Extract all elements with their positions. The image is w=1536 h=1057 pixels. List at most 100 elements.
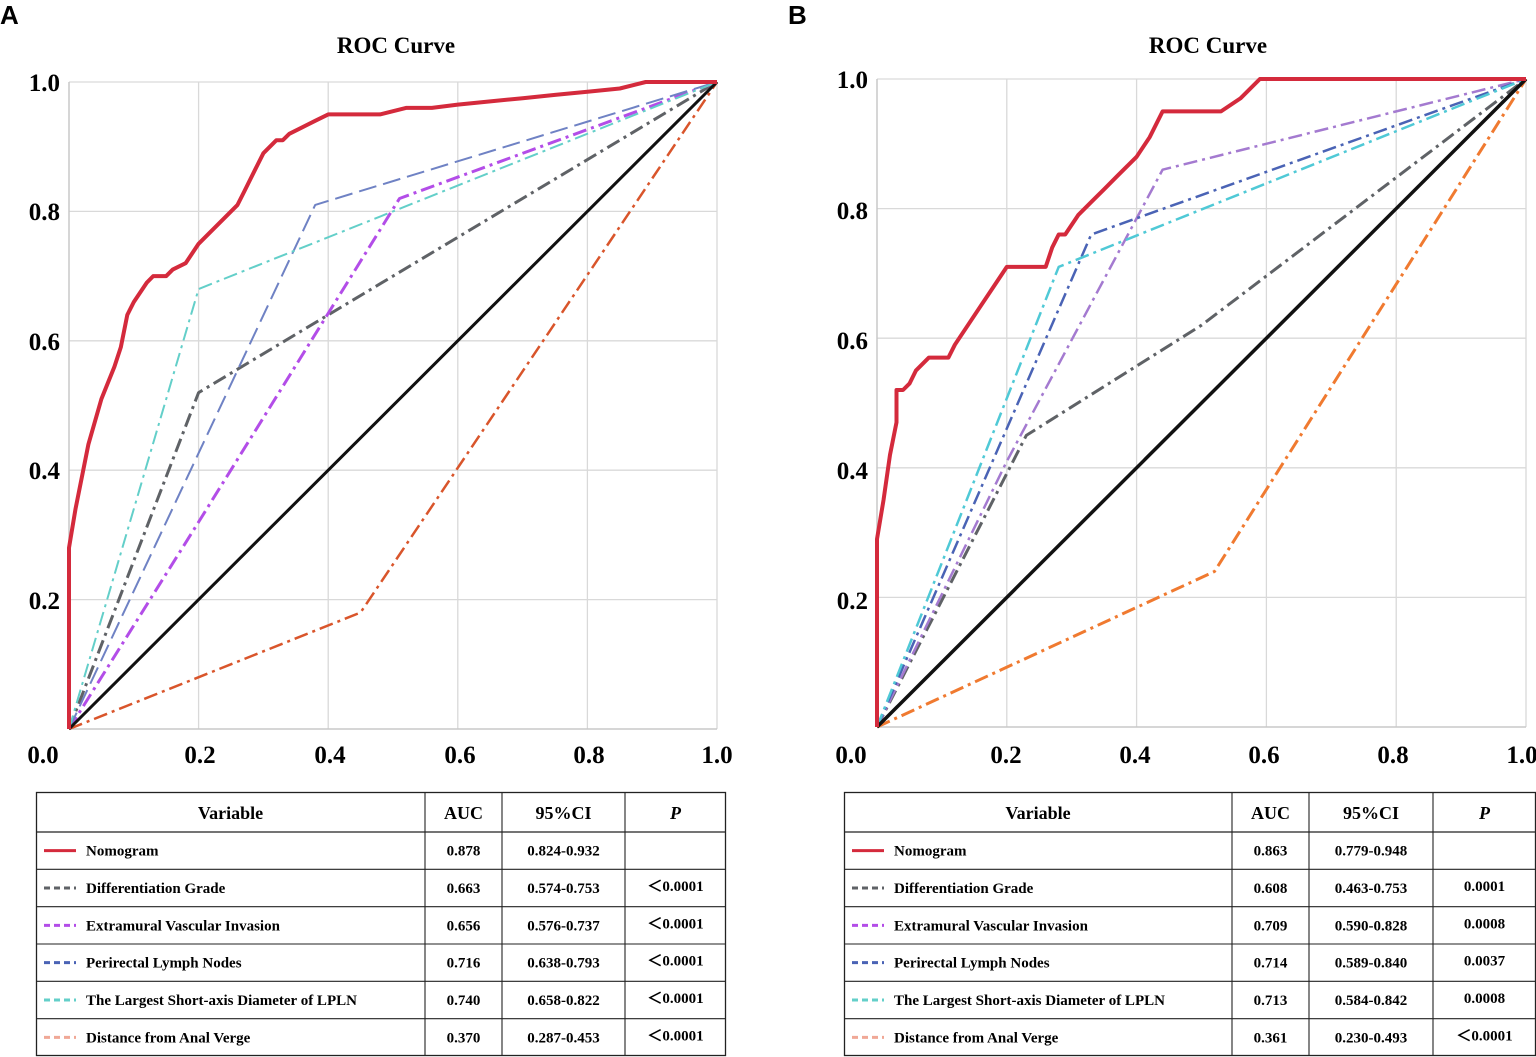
p-value-cell: ＜0.0001: [1456, 1028, 1512, 1044]
variable-cell: Distance from Anal Verge: [86, 1030, 251, 1046]
variable-cell: The Largest Short-axis Diameter of LPLN: [894, 993, 1165, 1009]
roc-line-extramural-vascular-invasion: [67, 80, 718, 730]
table-header: Variable: [1005, 803, 1070, 823]
y-tick-label: 0.8: [837, 198, 868, 225]
auc-cell: 0.361: [1254, 1030, 1288, 1046]
variable-cell: Nomogram: [894, 844, 967, 860]
chart-title: ROC Curve: [337, 33, 455, 58]
auc-cell: 0.740: [447, 993, 481, 1009]
ci-cell: 0.287-0.453: [527, 1030, 600, 1046]
p-value-cell: ＜0.0001: [647, 879, 703, 895]
table-row: Perirectal Lymph Nodes 0.716 0.638-0.793 ＜0…: [44, 954, 704, 972]
table-header: Variable: [198, 803, 263, 823]
ci-cell: 0.590-0.828: [1335, 918, 1408, 934]
p-value-cell: 0.0008: [1464, 916, 1505, 932]
auc-cell: 0.709: [1254, 918, 1288, 934]
auc-cell: 0.663: [447, 881, 481, 897]
x-tick-label: 0.2: [990, 742, 1021, 769]
variable-cell: Perirectal Lymph Nodes: [894, 956, 1050, 972]
ci-cell: 0.824-0.932: [527, 844, 600, 860]
stats-table: Variable AUC 95%CI P Nomogram 0.863 0.779-0.94…: [843, 791, 1536, 1057]
x-tick-label: 1.0: [701, 742, 732, 769]
table-row: Extramural Vascular Invasion 0.709 0.590-0…: [852, 916, 1505, 934]
auc-cell: 0.713: [1254, 993, 1288, 1009]
gridlines: [69, 81, 718, 729]
p-value-cell: ＜0.0001: [647, 991, 703, 1007]
ci-cell: 0.638-0.793: [527, 956, 600, 972]
ci-cell: 0.574-0.753: [527, 881, 600, 897]
variable-cell: The Largest Short-axis Diameter of LPLN: [86, 993, 357, 1009]
y-tick-label: 1.0: [837, 67, 868, 94]
roc-line-the-largest-short-axis-diameter-of-lpln: [68, 81, 718, 730]
auc-cell: 0.716: [447, 956, 481, 972]
roc-line-the-largest-short-axis-diameter-of-lpln: [875, 77, 1527, 728]
y-tick-label: 0.6: [837, 328, 868, 355]
panel-a: A ROC Curve 0.0 0.2 0.4 0.6 0.8 1.0 0.2 0.4 0.6 0.8…: [0, 0, 733, 1057]
table-header: P: [669, 803, 682, 823]
x-tick-label: 0.0: [835, 742, 866, 769]
x-tick-label: 0.8: [573, 742, 604, 769]
ci-cell: 0.230-0.493: [1335, 1030, 1408, 1046]
table-header: P: [1478, 803, 1491, 823]
chart-title: ROC Curve: [1149, 33, 1267, 58]
ci-cell: 0.658-0.822: [527, 993, 600, 1009]
y-tick-label: 0.8: [29, 199, 60, 226]
table-row: Perirectal Lymph Nodes 0.714 0.589-0.840 0.…: [852, 954, 1506, 972]
p-value-cell: 0.0008: [1464, 991, 1505, 1007]
roc-line-perirectal-lymph-nodes: [875, 77, 1527, 728]
table-row: Differentiation Grade 0.608 0.463-0.753 0.0…: [852, 879, 1505, 897]
ci-cell: 0.584-0.842: [1335, 993, 1408, 1009]
table-row: Nomogram 0.863 0.779-0.948: [852, 844, 1407, 860]
roc-line-distance-from-anal-verge: [68, 81, 719, 731]
p-value-cell: ＜0.0001: [647, 954, 703, 970]
roc-line-nomogram: [67, 80, 717, 729]
y-tick-label: 0.4: [29, 458, 61, 485]
ci-cell: 0.779-0.948: [1335, 844, 1408, 860]
x-tick-label: 0.0: [27, 742, 58, 769]
y-tick-label: 0.2: [837, 588, 868, 615]
p-value-cell: 0.0001: [1464, 879, 1505, 895]
y-tick-label: 0.2: [29, 588, 60, 615]
y-tick-label: 0.4: [837, 458, 869, 485]
auc-cell: 0.878: [447, 844, 481, 860]
y-tick-label: 0.6: [29, 329, 60, 356]
p-value-cell: ＜0.0001: [647, 916, 703, 932]
variable-cell: Differentiation Grade: [86, 881, 226, 897]
roc-line-differentiation-grade: [67, 80, 718, 730]
p-value-cell: ＜0.0001: [647, 1028, 703, 1044]
roc-line-nomogram: [875, 77, 1526, 727]
variable-cell: Nomogram: [86, 844, 159, 860]
roc-line-extramural-vascular-invasion: [875, 77, 1527, 728]
x-tick-label: 0.6: [1248, 742, 1279, 769]
table-header: AUC: [444, 803, 483, 823]
roc-line-reference: [67, 80, 719, 731]
table-border: [35, 791, 727, 1057]
table-header: AUC: [1251, 803, 1290, 823]
table-row: Extramural Vascular Invasion 0.656 0.576-0…: [44, 916, 704, 934]
variable-cell: Differentiation Grade: [894, 881, 1034, 897]
roc-line-distance-from-anal-verge: [876, 78, 1528, 729]
x-tick-label: 0.4: [314, 742, 346, 769]
table-row: Distance from Anal Verge 0.370 0.287-0.453…: [44, 1028, 704, 1046]
x-tick-label: 0.2: [184, 742, 215, 769]
table-header: 95%CI: [535, 803, 591, 823]
panel-label: B: [788, 0, 807, 30]
stats-table: Variable AUC 95%CI P Nomogram 0.878 0.824-0.93…: [35, 791, 727, 1057]
roc-line-reference: [875, 77, 1528, 729]
table-row: Distance from Anal Verge 0.361 0.230-0.493…: [852, 1028, 1513, 1046]
auc-cell: 0.863: [1254, 844, 1288, 860]
table-header: 95%CI: [1343, 803, 1399, 823]
auc-cell: 0.370: [447, 1030, 481, 1046]
variable-cell: Perirectal Lymph Nodes: [86, 956, 242, 972]
panel-b: B ROC Curve 0.0 0.2 0.4 0.6 0.8 1.0 0.2 0.4 0.6 0.8…: [788, 0, 1536, 1057]
panel-label: A: [0, 0, 19, 30]
table-row: Differentiation Grade 0.663 0.574-0.753 ＜0.…: [44, 879, 704, 897]
x-tick-label: 0.6: [444, 742, 475, 769]
auc-cell: 0.656: [447, 918, 481, 934]
table-row: The Largest Short-axis Diameter of LPLN 0…: [44, 991, 704, 1009]
roc-line-differentiation-grade: [875, 77, 1527, 728]
x-tick-label: 0.4: [1119, 742, 1151, 769]
x-tick-label: 1.0: [1506, 742, 1536, 769]
x-tick-label: 0.8: [1377, 742, 1408, 769]
